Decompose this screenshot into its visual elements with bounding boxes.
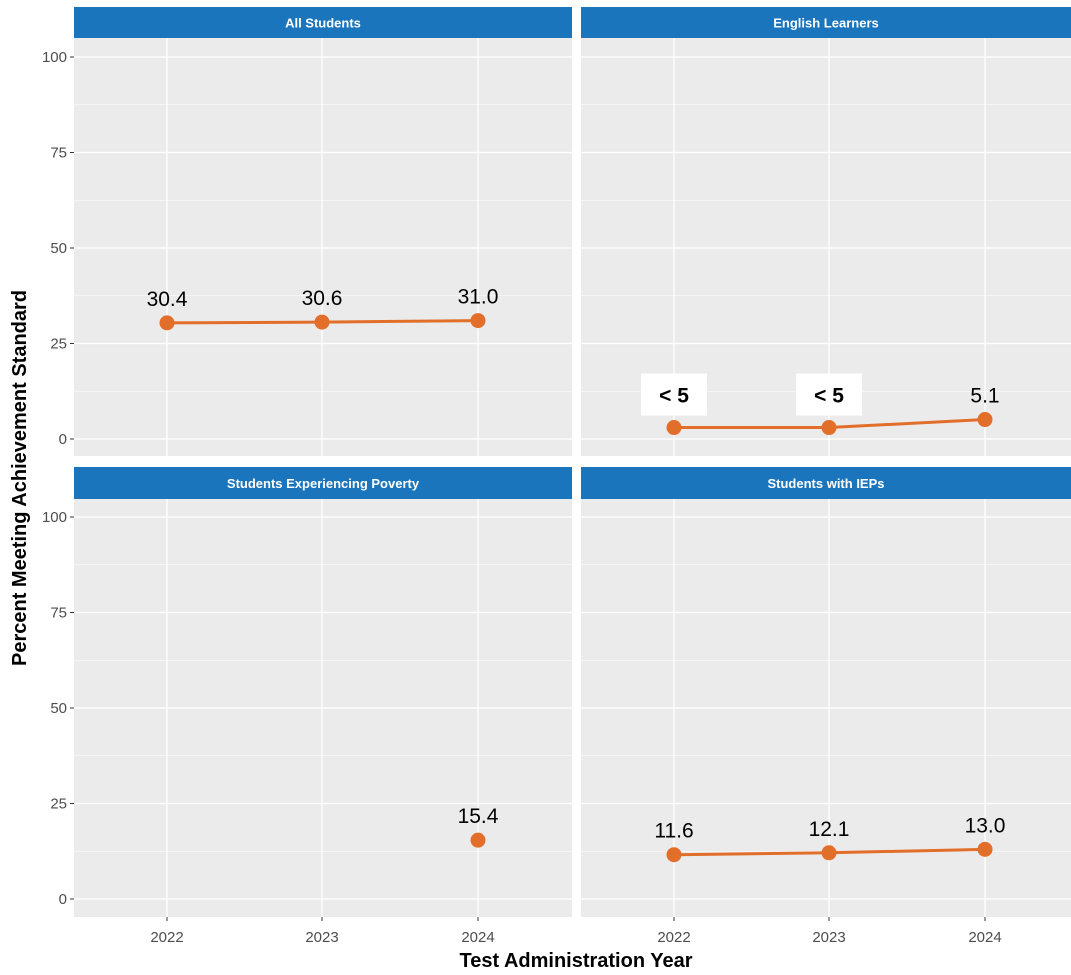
panel-strip — [74, 467, 572, 499]
data-label: 11.6 — [654, 820, 693, 843]
x-tick-label: 2024 — [461, 929, 494, 946]
data-point — [977, 412, 993, 428]
panel-title: All Students — [285, 16, 361, 31]
y-tick-label: 100 — [42, 49, 67, 66]
data-point — [821, 420, 837, 436]
panel-strip — [581, 467, 1071, 499]
data-label: 13.0 — [965, 814, 1006, 837]
data-label-box — [796, 373, 862, 416]
x-tick-label: 2023 — [812, 929, 845, 946]
panel-students-experiencing-poverty: Students Experiencing Poverty 15.4 — [74, 467, 572, 917]
data-point — [821, 845, 837, 861]
panel-students-with-ieps: Students with IEPs 11.6 12.1 13.0 — [581, 467, 1071, 917]
y-tick-label: 75 — [50, 145, 67, 162]
data-label: 5.1 — [970, 385, 999, 408]
y-tick-label: 0 — [59, 891, 67, 908]
data-point — [666, 847, 682, 863]
x-tick-label: 2022 — [150, 929, 183, 946]
x-axis-title: Test Administration Year — [459, 950, 692, 972]
panel-title: English Learners — [773, 16, 878, 31]
x-axis-labels: 2022 2023 2024 2022 2023 2024 — [150, 917, 1002, 946]
y-tick-label: 100 — [42, 509, 67, 526]
x-tick-label: 2022 — [657, 929, 690, 946]
panel-title: Students with IEPs — [767, 476, 884, 491]
y-tick-label: 25 — [50, 336, 67, 353]
x-tick-label: 2024 — [968, 929, 1001, 946]
data-point — [977, 841, 993, 857]
panel-background — [74, 38, 572, 456]
y-tick-label: 25 — [50, 796, 67, 813]
data-label: 15.4 — [458, 805, 499, 828]
data-point — [314, 314, 330, 330]
data-label: 31.0 — [458, 286, 499, 309]
data-label: 30.6 — [302, 287, 343, 310]
data-label-box — [641, 373, 707, 416]
x-tick-label: 2023 — [305, 929, 338, 946]
y-axis-labels: 0 25 50 75 100 0 25 50 75 100 — [42, 49, 74, 908]
data-point — [666, 420, 682, 436]
y-tick-label: 0 — [59, 431, 67, 448]
y-tick-label: 50 — [50, 240, 67, 257]
data-label: 12.1 — [809, 818, 850, 841]
panel-english-learners: English Learners < 5 < 5 5.1 — [581, 7, 1071, 456]
y-tick-label: 75 — [50, 605, 67, 622]
data-label: < 5 — [814, 385, 844, 408]
data-point — [470, 313, 486, 329]
panel-title: Students Experiencing Poverty — [227, 476, 420, 491]
panel-all-students: All Students 30.4 30.6 31.0 — [74, 7, 572, 456]
data-label: < 5 — [659, 385, 689, 408]
y-axis-title: Percent Meeting Achievement Standard — [9, 290, 31, 666]
panel-strip — [581, 7, 1071, 38]
data-point — [159, 315, 175, 331]
y-tick-label: 50 — [50, 700, 67, 717]
data-point — [470, 832, 486, 848]
data-label: 30.4 — [147, 288, 188, 311]
panel-strip — [74, 7, 572, 38]
